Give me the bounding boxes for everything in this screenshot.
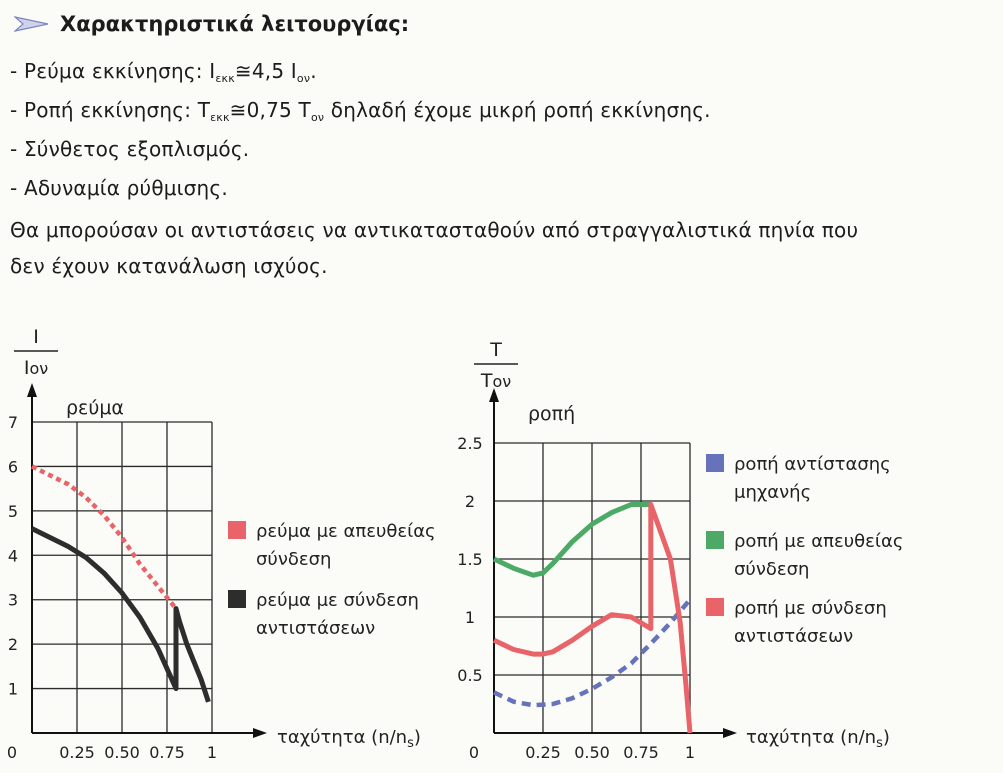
subscript: ον [310,111,325,124]
bullet-text: - Αδυναμία ρύθμισης. [10,176,228,200]
y-label-numerator: I [33,326,39,348]
y-tick-label: 2 [465,492,475,511]
legend-swatch [706,598,724,616]
y-label-numerator: T [489,339,502,361]
x-tick-label: 1 [207,743,217,762]
paragraph: Θα μπορούσαν οι αντιστάσεις να αντικατασ… [10,212,1000,284]
x-tick-label: 0.75 [149,743,185,762]
x-axis-label: ταχύτητα (n/ns) [746,727,890,751]
bullet-text: - Ροπή εκκίνησης: T [10,98,211,122]
bullet-text: - Ρεύμα εκκίνησης: I [10,59,216,83]
legend-label: ρεύμα με σύνδεση [256,590,419,611]
heading-text: Χαρακτηριστικά λειτουργίας: [60,12,410,36]
legend-swatch [228,590,246,608]
y-tick-label: 1.5 [457,550,482,569]
list-item: - Ρεύμα εκκίνησης: Iεκκ≅4,5 Iον. [10,52,711,91]
x-tick-label: 0.75 [623,743,659,762]
x-axis-arrow-icon [723,728,737,738]
legend-label: ροπή αντίστασης [734,454,891,475]
y-axis-arrow-icon [27,383,37,397]
legend-label: μηχανής [734,482,811,503]
list-item: - Αδυναμία ρύθμισης. [10,169,711,208]
legend-label: σύνδεση [734,559,809,580]
bullet-text: - Σύνθετος εξοπλισμός. [10,137,250,161]
legend-label: ροπή με σύνδεση [734,598,887,619]
y-tick-label: 6 [8,457,18,476]
legend-label: ρεύμα με απευθείας [256,521,436,542]
characteristics-list: - Ρεύμα εκκίνησης: Iεκκ≅4,5 Iον. - Ροπή … [10,52,711,208]
x-axis-label: ταχύτητα (n/ns) [277,727,421,751]
y-tick-label: 4 [8,546,18,565]
x-tick-label: 0.25 [525,743,561,762]
chart-title: ροπή [528,403,575,425]
y-tick-label: 1 [8,680,18,699]
y-tick-label: 2 [8,635,18,654]
origin-label: 0 [469,743,479,762]
subscript: ον [296,72,311,85]
y-tick-label: 7 [8,413,18,432]
series-line-2 [492,502,651,578]
series-line-3 [492,502,693,734]
subscript: εκκ [215,72,235,85]
list-item: - Ροπή εκκίνησης: Tεκκ≅0,75 Tον δηλαδή έ… [10,91,711,130]
bullet-text: ≅0,75 T [229,98,311,122]
y-axis-arrow-icon [489,388,499,402]
list-item: - Σύνθετος εξοπλισμός. [10,130,711,169]
y-tick-label: 5 [8,502,18,521]
legend-label: σύνδεση [256,549,331,570]
legend-label: ροπή με απευθείας [734,531,903,552]
arrow-bullet-icon [14,16,49,32]
legend-swatch [706,531,724,549]
y-tick-label: 1 [465,608,475,627]
y-label-denominator: Iον [24,357,48,379]
legend-label: αντιστάσεων [256,618,375,639]
paragraph-line: δεν έχουν κατανάλωση ισχύος. [10,254,328,278]
x-tick-label: 0.50 [574,743,610,762]
x-tick-label: 1 [685,743,695,762]
paragraph-line: Θα μπορούσαν οι αντιστάσεις να αντικατασ… [10,218,859,242]
bullet-text: δηλαδή έχομε μικρή ροπή εκκίνησης. [324,98,711,122]
x-tick-label: 0.50 [104,743,140,762]
bullet-text: ≅4,5 I [234,59,297,83]
x-tick-label: 0.25 [59,743,95,762]
y-tick-label: 3 [8,591,18,610]
series-line-2 [30,526,211,703]
subscript: εκκ [210,111,230,124]
legend-label: αντιστάσεων [734,626,853,647]
chart-title: ρεύμα [66,397,124,419]
y-label-denominator: Tον [480,370,511,392]
section-heading: Χαρακτηριστικά λειτουργίας: [14,8,409,40]
y-tick-label: 0.5 [457,666,482,685]
y-tick-label: 2.5 [457,434,482,453]
bullet-text: . [310,59,317,83]
series-line-1 [493,598,692,708]
legend-swatch [228,521,246,539]
current-chart: I Iον ρεύμα 1 2 3 4 5 6 7 0.25 0.50 0.75 1 0 ταχύτητα (… [7,326,436,762]
legend-swatch [706,454,724,472]
x-axis-arrow-icon [253,728,267,738]
origin-label: 0 [7,743,17,762]
